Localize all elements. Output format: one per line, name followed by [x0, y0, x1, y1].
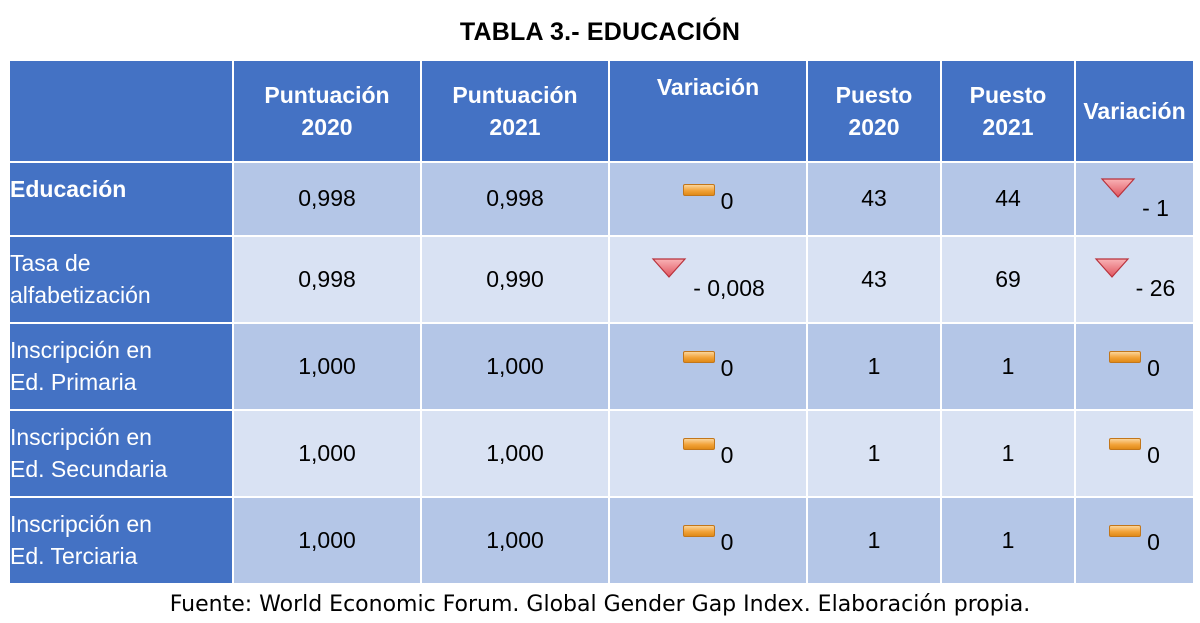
table-row: Tasa de alfabetización 0,998 0,990 - 0,008 43… — [8, 234, 1195, 324]
score-2020-cell: 1,000 — [232, 321, 422, 411]
rank-variation-cell: - 1 — [1074, 161, 1195, 237]
source-footer: Fuente: World Economic Forum. Global Gen… — [169, 592, 1031, 617]
table-row: Educación 0,998 0,998 0 43 44- 1 — [8, 161, 1195, 237]
score-variation-cell-value: 0 — [720, 529, 734, 556]
col-header-score-2020: Puntuación 2020 — [232, 59, 422, 163]
equal-bar-icon — [1109, 525, 1142, 555]
rank-variation-cell-value: 0 — [1147, 529, 1160, 556]
equal-bar-icon — [682, 351, 715, 381]
header-row: Puntuación 2020 Puntuación 2021 Variación … — [8, 59, 1195, 163]
down-triangle-icon — [1100, 177, 1136, 221]
equal-bar-icon — [682, 438, 715, 468]
table-row: Inscripción en Ed. Primaria 1,000 1,000 0 1 1 0 — [8, 321, 1195, 411]
rank-2021-cell: 44 — [940, 161, 1076, 237]
score-2021-cell: 1,000 — [420, 495, 610, 586]
rank-2021-cell: 69 — [940, 234, 1076, 324]
rank-2020-cell: 1 — [806, 321, 942, 411]
corner-cell — [8, 59, 234, 163]
rank-variation-cell: - 26 — [1074, 234, 1195, 324]
rank-2020-cell: 43 — [806, 161, 942, 237]
score-2021-cell: 1,000 — [420, 408, 610, 498]
score-2021-cell: 1,000 — [420, 321, 610, 411]
col-header-rank-2021: Puesto 2021 — [940, 59, 1076, 163]
score-2021-cell: 0,998 — [420, 161, 610, 237]
rank-2021-cell: 1 — [940, 495, 1076, 586]
score-variation-cell: 0 — [608, 495, 808, 586]
rank-variation-cell: 0 — [1074, 321, 1195, 411]
row-label: Inscripción en Ed. Terciaria — [8, 495, 234, 586]
rank-variation-cell: 0 — [1074, 495, 1195, 586]
row-label: Inscripción en Ed. Secundaria — [8, 408, 234, 498]
table-row: Inscripción en Ed. Secundaria 1,000 1,000 0 1… — [8, 408, 1195, 498]
row-label: Educación — [8, 161, 234, 237]
equal-bar-icon — [1109, 351, 1142, 381]
col-header-score-variation: Variación — [608, 59, 808, 163]
score-variation-cell-value: 0 — [720, 355, 734, 382]
row-label: Inscripción en Ed. Primaria — [8, 321, 234, 411]
score-variation-cell: 0 — [608, 161, 808, 237]
score-2020-cell: 1,000 — [232, 495, 422, 586]
score-variation-cell: 0 — [608, 408, 808, 498]
table-title: TABLA 3.- EDUCACIÓN — [459, 18, 741, 46]
score-2021-cell: 0,990 — [420, 234, 610, 324]
col-header-score-2021: Puntuación 2021 — [420, 59, 610, 163]
score-2020-cell: 0,998 — [232, 161, 422, 237]
score-variation-cell: - 0,008 — [608, 234, 808, 324]
down-triangle-icon — [1094, 257, 1130, 301]
score-2020-cell: 1,000 — [232, 408, 422, 498]
row-label: Tasa de alfabetización — [8, 234, 234, 324]
equal-bar-icon — [682, 183, 715, 214]
table-row: Inscripción en Ed. Terciaria 1,000 1,000 0 1 1… — [8, 495, 1195, 586]
score-2020-cell: 0,998 — [232, 234, 422, 324]
score-variation-cell-value: 0 — [720, 187, 734, 214]
equal-bar-icon — [682, 525, 715, 555]
rank-2020-cell: 43 — [806, 234, 942, 324]
col-header-rank-2020: Puesto 2020 — [806, 59, 942, 163]
rank-variation-cell-value: 0 — [1147, 442, 1160, 469]
down-triangle-icon — [651, 257, 687, 301]
rank-variation-cell-value: 0 — [1147, 355, 1160, 382]
score-variation-cell: 0 — [608, 321, 808, 411]
score-variation-cell-value: - 0,008 — [693, 275, 765, 302]
rank-variation-cell: 0 — [1074, 408, 1195, 498]
rank-variation-cell-value: - 1 — [1142, 194, 1169, 221]
rank-2021-cell: 1 — [940, 408, 1076, 498]
rank-2021-cell: 1 — [940, 321, 1076, 411]
equal-bar-icon — [1109, 438, 1142, 468]
education-table: Puntuación 2020 Puntuación 2021 Variación … — [8, 59, 1195, 586]
rank-2020-cell: 1 — [806, 408, 942, 498]
rank-2020-cell: 1 — [806, 495, 942, 586]
col-header-rank-variation: Variación — [1074, 59, 1195, 163]
score-variation-cell-value: 0 — [720, 442, 734, 469]
rank-variation-cell-value: - 26 — [1135, 275, 1176, 302]
